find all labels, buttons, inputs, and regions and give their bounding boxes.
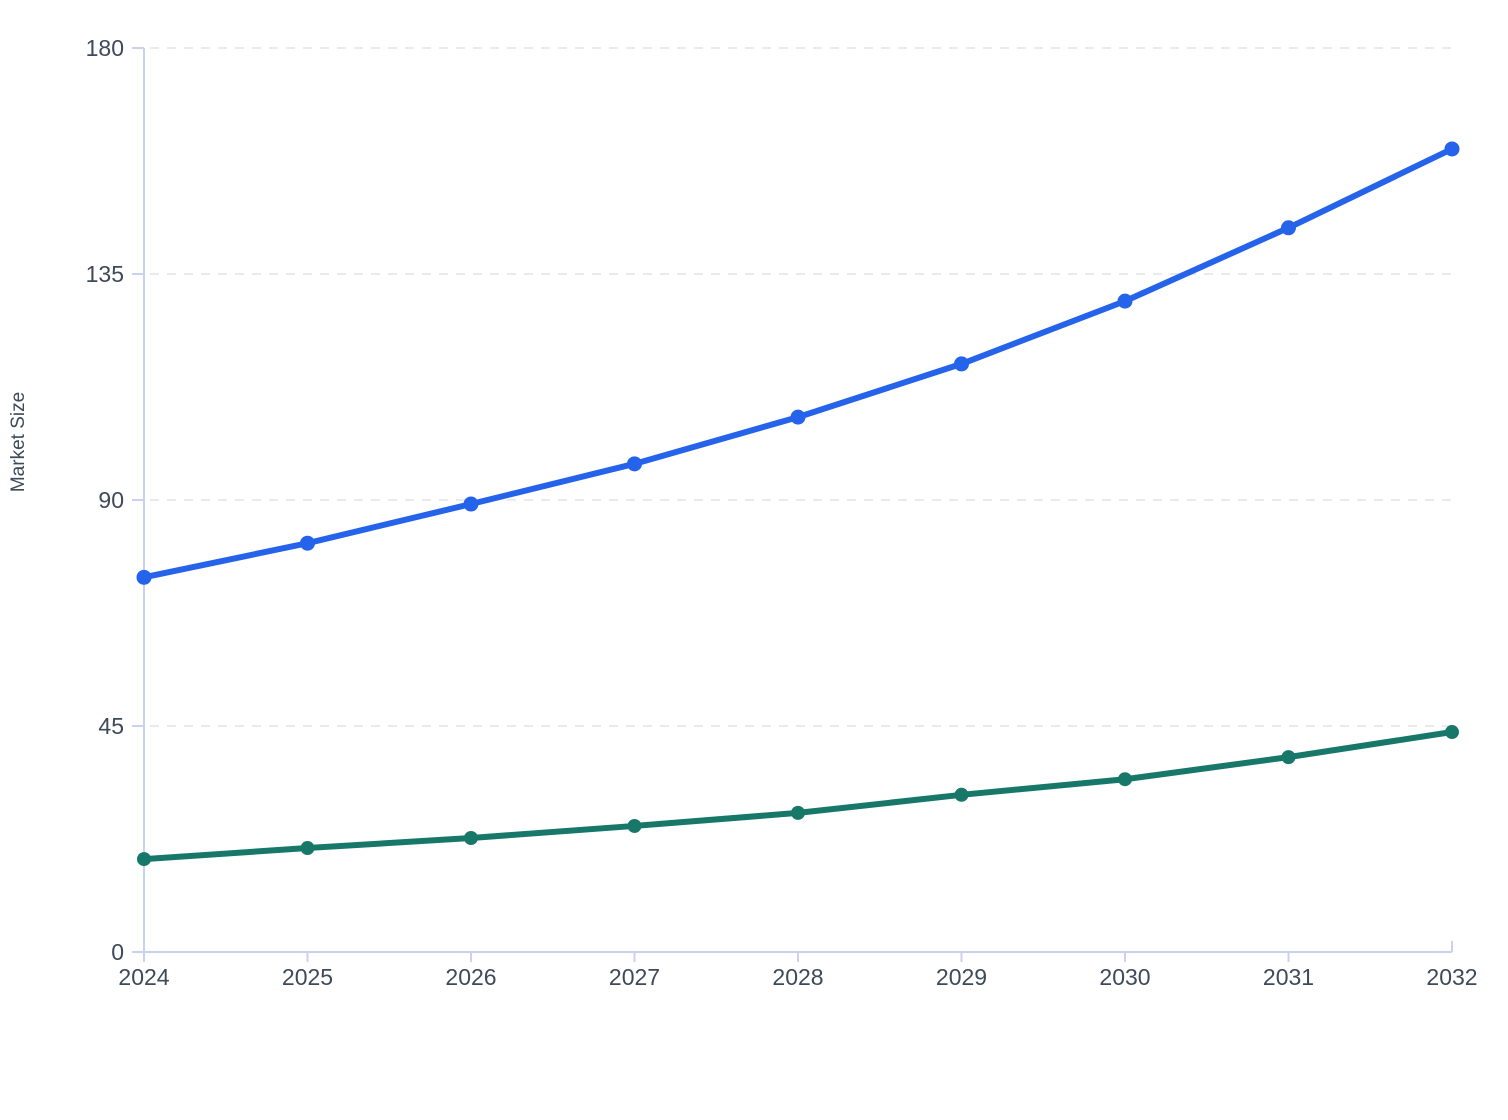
- y-axis-ticks: 0 45 90 135 180: [86, 35, 144, 965]
- x-tick-label: 2025: [282, 964, 333, 990]
- data-point: [136, 569, 152, 585]
- x-tick-label: 2031: [1263, 964, 1314, 990]
- data-series: [136, 141, 1460, 867]
- x-tick-label: 2030: [1099, 964, 1150, 990]
- data-point: [300, 841, 315, 856]
- data-point: [1117, 293, 1133, 309]
- x-tick-label: 2032: [1426, 964, 1477, 990]
- gridlines: [150, 47, 1452, 727]
- x-tick-label: 2024: [118, 964, 169, 990]
- y-tick-label: 0: [111, 939, 124, 965]
- y-tick-label: 135: [86, 261, 124, 287]
- data-point: [791, 805, 805, 820]
- data-point: [1445, 725, 1459, 740]
- data-point: [1281, 220, 1296, 236]
- data-point: [627, 818, 642, 833]
- data-point: [137, 852, 151, 867]
- x-tick-label: 2026: [445, 964, 496, 990]
- data-point: [954, 787, 969, 802]
- x-tick-label: 2028: [772, 964, 823, 990]
- y-tick-label: 180: [86, 35, 124, 61]
- data-point: [1444, 141, 1460, 157]
- data-point: [954, 356, 969, 372]
- y-tick-label: 90: [98, 487, 124, 513]
- data-point: [627, 456, 642, 472]
- y-axis-title: Market Size: [8, 392, 29, 492]
- data-point: [1281, 750, 1296, 765]
- series-line-2: [141, 729, 1455, 863]
- x-axis-ticks: 2024 2025 2026 2027 2028 2029 2030 2031 2032: [118, 952, 1478, 990]
- x-tick-label: 2029: [936, 964, 987, 990]
- data-point: [464, 830, 478, 845]
- data-point: [463, 496, 479, 512]
- data-point: [790, 409, 806, 425]
- data-point: [1118, 772, 1132, 787]
- data-point: [300, 535, 315, 551]
- y-tick-label: 45: [98, 713, 124, 739]
- series-line-1: [141, 145, 1455, 581]
- x-tick-label: 2027: [609, 964, 660, 990]
